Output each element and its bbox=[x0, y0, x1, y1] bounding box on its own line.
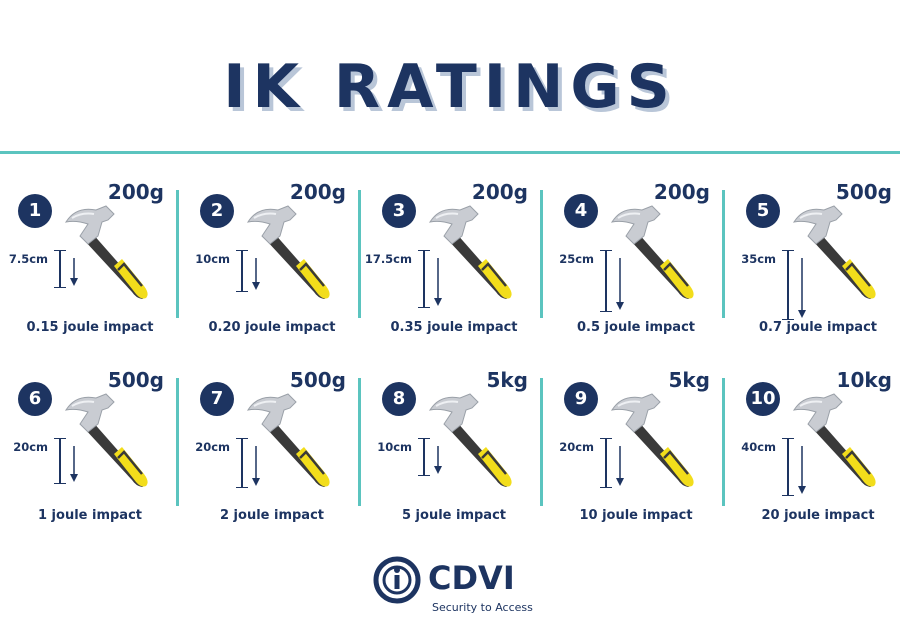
hammer-weight: 200g bbox=[289, 180, 346, 204]
hammer-weight: 200g bbox=[107, 180, 164, 204]
down-arrow-icon bbox=[252, 258, 260, 290]
hammer-weight: 10kg bbox=[836, 368, 892, 392]
drop-distance-label: 35cm bbox=[741, 252, 776, 266]
hammer-icon bbox=[792, 393, 876, 487]
drop-distance-label: 40cm bbox=[741, 440, 776, 454]
card-separator bbox=[540, 378, 543, 506]
card-separator bbox=[358, 378, 361, 506]
rating-card-8: 8 5kg 10cm 5 joule impact bbox=[364, 360, 544, 523]
hammer-weight: 5kg bbox=[486, 368, 528, 392]
drop-height-marker bbox=[600, 438, 612, 488]
hammer-icon bbox=[64, 393, 148, 487]
hammer-weight: 5kg bbox=[668, 368, 710, 392]
rating-card-5: 5 500g 35cm 0.7 joule impact bbox=[728, 172, 900, 335]
card-separator bbox=[176, 190, 179, 318]
drop-distance-label: 20cm bbox=[13, 440, 48, 454]
impact-energy-label: 0.20 joule impact bbox=[208, 320, 336, 335]
down-arrow-icon bbox=[798, 258, 806, 318]
rating-card-9: 9 5kg 20cm 10 joule impact bbox=[546, 360, 726, 523]
hammer-weight: 200g bbox=[471, 180, 528, 204]
impact-energy-label: 10 joule impact bbox=[579, 508, 693, 523]
hammer-icon bbox=[792, 205, 876, 299]
drop-height-marker bbox=[54, 250, 66, 288]
hammer-icon bbox=[246, 393, 330, 487]
rating-card-2: 2 200g 10cm 0.20 joule impact bbox=[182, 172, 362, 335]
hammer-icon bbox=[428, 205, 512, 299]
card-separator bbox=[540, 190, 543, 318]
brand-tagline: Security to Access bbox=[432, 601, 533, 614]
hammer-icon bbox=[428, 393, 512, 487]
page-title: IK RATINGS bbox=[223, 52, 677, 122]
rating-number-badge: 10 bbox=[746, 382, 780, 416]
drop-height-marker bbox=[600, 250, 612, 312]
drop-distance-label: 25cm bbox=[559, 252, 594, 266]
rating-number-badge: 8 bbox=[382, 382, 416, 416]
drop-height-marker bbox=[782, 438, 794, 496]
rating-number-badge: 4 bbox=[564, 194, 598, 228]
rating-number-badge: 6 bbox=[18, 382, 52, 416]
down-arrow-icon bbox=[616, 446, 624, 486]
down-arrow-icon bbox=[252, 446, 260, 486]
drop-distance-label: 17.5cm bbox=[364, 252, 412, 266]
rating-card-6: 6 500g 20cm 1 joule impact bbox=[0, 360, 180, 523]
rating-card-10: 10 10kg 40cm 20 joule impact bbox=[728, 360, 900, 523]
hammer-weight: 500g bbox=[835, 180, 892, 204]
hammer-icon bbox=[610, 205, 694, 299]
down-arrow-icon bbox=[70, 446, 78, 482]
rating-number-badge: 2 bbox=[200, 194, 234, 228]
impact-energy-label: 0.5 joule impact bbox=[577, 320, 695, 335]
impact-energy-label: 0.15 joule impact bbox=[26, 320, 154, 335]
brand-name: CDVI bbox=[428, 559, 515, 597]
impact-energy-label: 2 joule impact bbox=[219, 508, 324, 523]
title-divider bbox=[0, 151, 900, 154]
rating-number-badge: 3 bbox=[382, 194, 416, 228]
rating-number-badge: 9 bbox=[564, 382, 598, 416]
card-separator bbox=[722, 378, 725, 506]
drop-height-marker bbox=[418, 438, 430, 476]
card-separator bbox=[358, 190, 361, 318]
hammer-icon bbox=[246, 205, 330, 299]
cdvi-logo-icon bbox=[373, 556, 421, 604]
hammer-weight: 200g bbox=[653, 180, 710, 204]
rating-number-badge: 5 bbox=[746, 194, 780, 228]
impact-energy-label: 20 joule impact bbox=[761, 508, 875, 523]
drop-height-marker bbox=[418, 250, 430, 308]
rating-number-badge: 1 bbox=[18, 194, 52, 228]
card-separator bbox=[722, 190, 725, 318]
drop-height-marker bbox=[236, 438, 248, 488]
rating-card-7: 7 500g 20cm 2 joule impact bbox=[182, 360, 362, 523]
hammer-icon bbox=[610, 393, 694, 487]
card-separator bbox=[176, 378, 179, 506]
rating-card-3: 3 200g 17.5cm 0.35 joule impact bbox=[364, 172, 544, 335]
hammer-weight: 500g bbox=[107, 368, 164, 392]
drop-distance-label: 20cm bbox=[195, 440, 230, 454]
drop-distance-label: 7.5cm bbox=[8, 252, 48, 266]
drop-distance-label: 10cm bbox=[377, 440, 412, 454]
hammer-weight: 500g bbox=[289, 368, 346, 392]
impact-energy-label: 0.7 joule impact bbox=[759, 320, 877, 335]
impact-energy-label: 1 joule impact bbox=[37, 508, 142, 523]
drop-height-marker bbox=[54, 438, 66, 484]
rating-card-4: 4 200g 25cm 0.5 joule impact bbox=[546, 172, 726, 335]
down-arrow-icon bbox=[798, 446, 806, 494]
down-arrow-icon bbox=[70, 258, 78, 286]
down-arrow-icon bbox=[616, 258, 624, 310]
drop-distance-label: 20cm bbox=[559, 440, 594, 454]
down-arrow-icon bbox=[434, 258, 442, 306]
drop-height-marker bbox=[782, 250, 794, 320]
impact-energy-label: 0.35 joule impact bbox=[390, 320, 518, 335]
impact-energy-label: 5 joule impact bbox=[401, 508, 506, 523]
rating-number-badge: 7 bbox=[200, 382, 234, 416]
drop-height-marker bbox=[236, 250, 248, 292]
hammer-icon bbox=[64, 205, 148, 299]
drop-distance-label: 10cm bbox=[195, 252, 230, 266]
down-arrow-icon bbox=[434, 446, 442, 474]
rating-card-1: 1 200g 7.5cm 0.15 joule impact bbox=[0, 172, 180, 335]
